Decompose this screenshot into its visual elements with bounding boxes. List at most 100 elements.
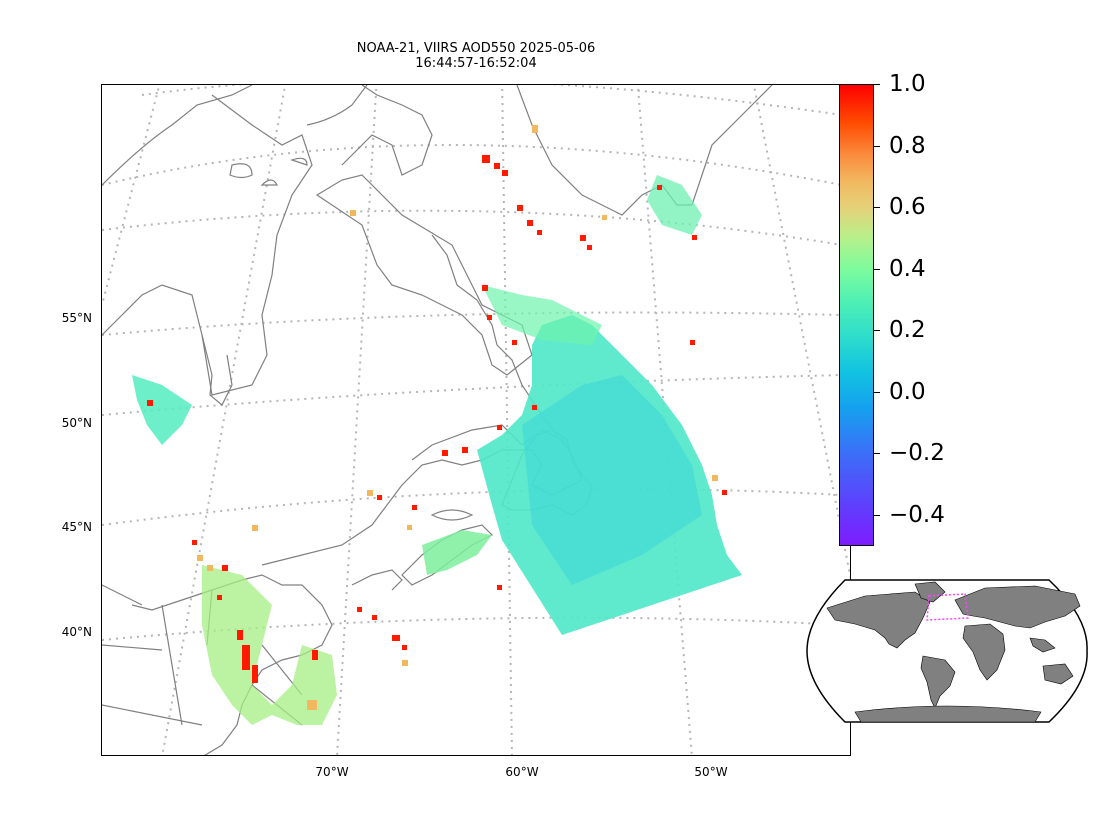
- high-aod-pixels: [147, 155, 727, 683]
- medium-aod-pixel: [197, 555, 203, 561]
- colorbar-label: 0.2: [889, 317, 926, 343]
- high-aod-pixel: [657, 185, 662, 190]
- colorbar-tick: [874, 207, 880, 208]
- high-aod-pixel: [147, 400, 153, 406]
- colorbar-label: 0.4: [889, 256, 926, 282]
- high-aod-pixel: [580, 235, 586, 241]
- graticule-lat-line: [102, 311, 843, 336]
- high-aod-pixel: [252, 665, 258, 683]
- aod-swath-greenland-patch: [647, 175, 702, 235]
- high-aod-pixel: [372, 615, 377, 620]
- graticule-lat-line: [141, 85, 843, 116]
- colorbar-label: −0.2: [889, 440, 945, 466]
- map-title-line2: 16:44:57-16:52:04: [415, 56, 537, 71]
- medium-aod-pixel: [350, 210, 356, 216]
- graticule-lon-line: [336, 85, 378, 755]
- colorbar-tick: [874, 330, 880, 331]
- colorbar-tick: [874, 392, 880, 393]
- colorbar-tick: [874, 515, 880, 516]
- high-aod-pixel: [692, 235, 697, 240]
- lat-label-40n: 40°N: [61, 625, 92, 639]
- coastline-james-bay: [201, 334, 233, 406]
- lat-label-55n: 55°N: [61, 311, 92, 325]
- high-aod-pixel: [237, 630, 243, 640]
- high-aod-pixel: [587, 245, 592, 250]
- graticule-lat-line: [102, 488, 843, 526]
- coastline-quebec-labrador: [306, 85, 533, 376]
- graticule: [102, 85, 850, 755]
- high-aod-pixel: [502, 170, 508, 176]
- graticule-lat-line: [102, 144, 843, 186]
- high-aod-pixel: [192, 540, 197, 545]
- medium-aod-pixel: [367, 490, 373, 496]
- inset-south-america: [920, 655, 956, 709]
- high-aod-pixel: [242, 645, 250, 670]
- high-aod-pixel: [497, 425, 502, 430]
- colorbar-tick: [874, 453, 880, 454]
- high-aod-pixel: [377, 495, 382, 500]
- colorbar-label: 0.8: [889, 133, 926, 159]
- medium-aod-pixel: [532, 125, 538, 133]
- high-aod-pixel: [517, 205, 523, 211]
- high-aod-pixel: [722, 490, 727, 495]
- colorbar-tick: [874, 269, 880, 270]
- graticule-lon-line: [752, 85, 850, 580]
- high-aod-pixel: [482, 285, 488, 291]
- high-aod-pixel: [527, 220, 533, 226]
- lon-label-50w: 50°W: [694, 765, 728, 779]
- inset-north-america: [826, 591, 931, 649]
- high-aod-pixel: [402, 645, 407, 650]
- map-title-line1: NOAA-21, VIIRS AOD550 2025-05-06: [356, 41, 596, 56]
- aod-swath-us-coast: [202, 565, 337, 725]
- high-aod-pixel: [537, 230, 542, 235]
- coastline-baffin: [341, 85, 433, 176]
- medium-aod-pixel: [252, 525, 258, 531]
- high-aod-pixel: [487, 315, 492, 320]
- colorbar-label: −0.4: [889, 502, 945, 528]
- medium-aod-pixel: [602, 215, 607, 220]
- inset-land: [826, 581, 1081, 723]
- coastline-greenland: [516, 85, 773, 216]
- high-aod-pixel: [412, 505, 417, 510]
- medium-aod-pixel: [402, 660, 408, 666]
- high-aod-pixel: [497, 585, 502, 590]
- lon-label-70w: 70°W: [315, 765, 349, 779]
- high-aod-pixel: [312, 650, 318, 660]
- high-aod-pixel: [482, 155, 490, 163]
- medium-aod-pixel: [207, 565, 213, 571]
- high-aod-pixel: [532, 405, 537, 410]
- colorbar-label: 0.0: [889, 379, 926, 405]
- medium-aod-pixel: [307, 700, 317, 710]
- high-aod-pixel: [690, 340, 695, 345]
- inset-africa: [962, 623, 1006, 681]
- high-aod-pixel: [357, 607, 362, 612]
- aod-swath-band: [522, 375, 702, 585]
- world-inset-map: [806, 579, 1088, 723]
- high-aod-pixel: [217, 595, 222, 600]
- graticule-lat-line: [102, 616, 843, 641]
- graticule-lat-line: [102, 209, 843, 246]
- inset-greenland: [914, 581, 946, 603]
- lat-label-50n: 50°N: [61, 416, 92, 430]
- inset-antarctica: [854, 705, 1042, 723]
- medium-aod-pixel: [712, 475, 718, 481]
- aod-swath-nova-scotia: [422, 530, 492, 575]
- aod-swath-hudson-patch: [132, 375, 192, 445]
- colorbar-tick: [874, 84, 880, 85]
- high-aod-pixel: [222, 565, 228, 571]
- map-canvas: [102, 85, 850, 755]
- aod-swath-upper: [482, 285, 602, 345]
- colorbar-label: 0.6: [889, 194, 926, 220]
- medium-aod-pixel: [407, 525, 412, 530]
- colorbar-tick: [874, 146, 880, 147]
- lon-label-60w: 60°W: [505, 765, 539, 779]
- coastline-hudson-islands: [229, 157, 308, 186]
- high-aod-pixel: [392, 635, 400, 641]
- high-aod-pixel: [462, 447, 468, 453]
- colorbar-label: 1.0: [889, 71, 926, 97]
- medium-aod-pixels: [197, 125, 718, 710]
- colorbar: [839, 84, 874, 546]
- coastline-nova-islands: [430, 509, 474, 521]
- lat-label-45n: 45°N: [61, 520, 92, 534]
- inset-southeast-asia: [1029, 637, 1056, 653]
